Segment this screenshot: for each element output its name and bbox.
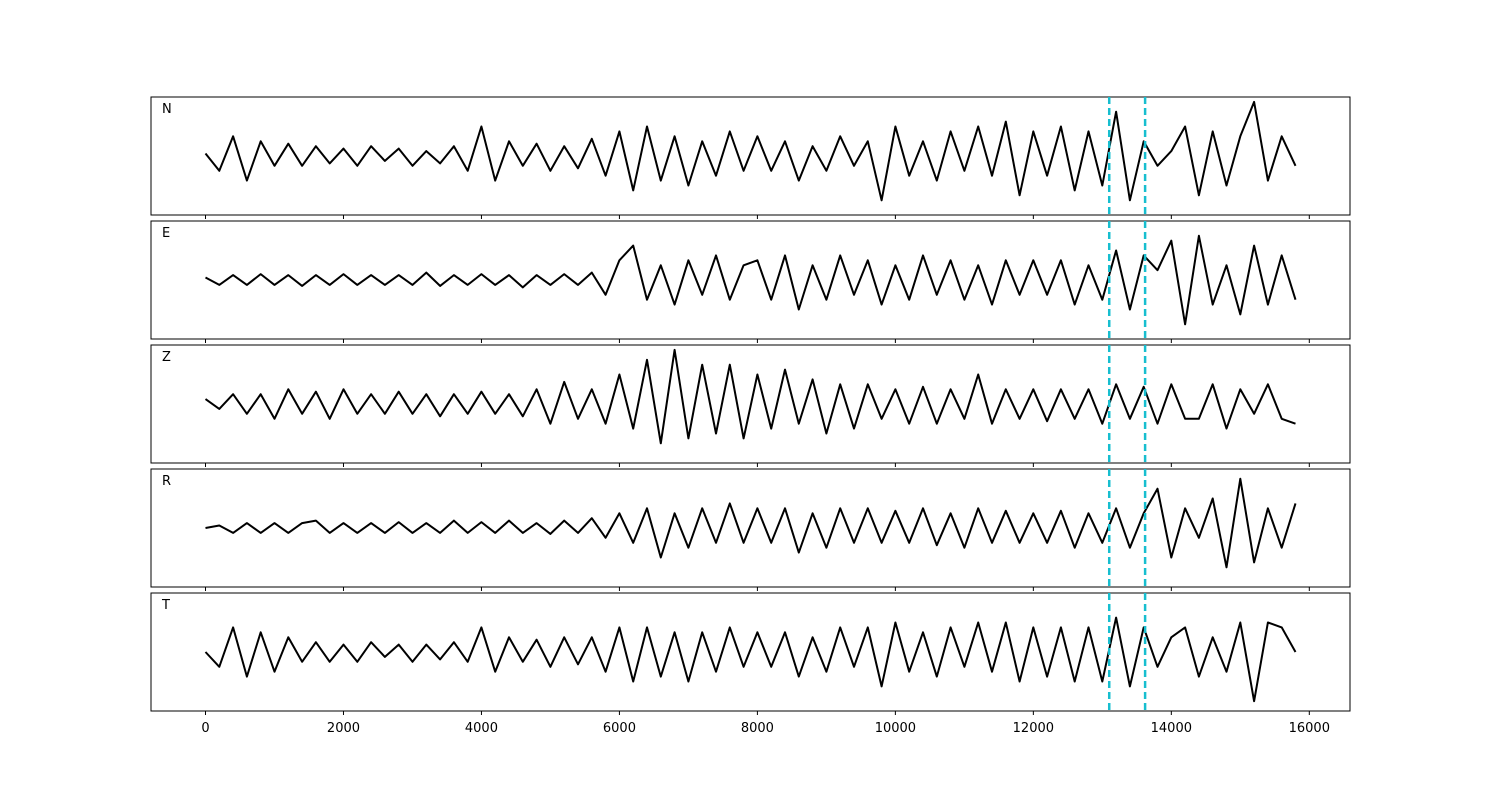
trace bbox=[205, 234, 1297, 326]
panel-label: E bbox=[162, 226, 170, 241]
trace bbox=[205, 477, 1297, 569]
trace bbox=[204, 100, 1297, 202]
x-tick-label: 6000 bbox=[603, 721, 636, 736]
x-tick-label: 0 bbox=[201, 721, 209, 736]
x-tick-label: 10000 bbox=[875, 721, 916, 736]
x-tick-label: 16000 bbox=[1289, 721, 1330, 736]
panel-frame bbox=[150, 220, 1351, 340]
panel-label: Z bbox=[162, 350, 171, 365]
trace bbox=[204, 348, 1296, 445]
trace bbox=[204, 616, 1297, 703]
panel-label: N bbox=[162, 102, 172, 117]
x-tick-label: 8000 bbox=[741, 721, 774, 736]
x-tick-label: 2000 bbox=[327, 721, 360, 736]
x-tick-label: 12000 bbox=[1013, 721, 1054, 736]
x-tick-label: 4000 bbox=[465, 721, 498, 736]
panel-label: T bbox=[161, 598, 170, 613]
x-tick-label: 14000 bbox=[1151, 721, 1192, 736]
panel-label: R bbox=[162, 474, 171, 489]
